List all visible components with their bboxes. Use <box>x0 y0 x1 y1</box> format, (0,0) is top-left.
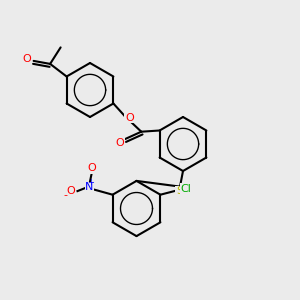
Text: O: O <box>115 138 124 148</box>
Text: N: N <box>85 182 94 193</box>
Text: O: O <box>22 54 32 64</box>
Text: +: + <box>87 178 94 187</box>
Text: O: O <box>67 185 75 196</box>
Text: O: O <box>88 163 97 173</box>
Text: O: O <box>125 112 134 123</box>
Text: S: S <box>176 186 183 197</box>
Text: -: - <box>64 190 68 200</box>
Text: Cl: Cl <box>181 184 192 194</box>
